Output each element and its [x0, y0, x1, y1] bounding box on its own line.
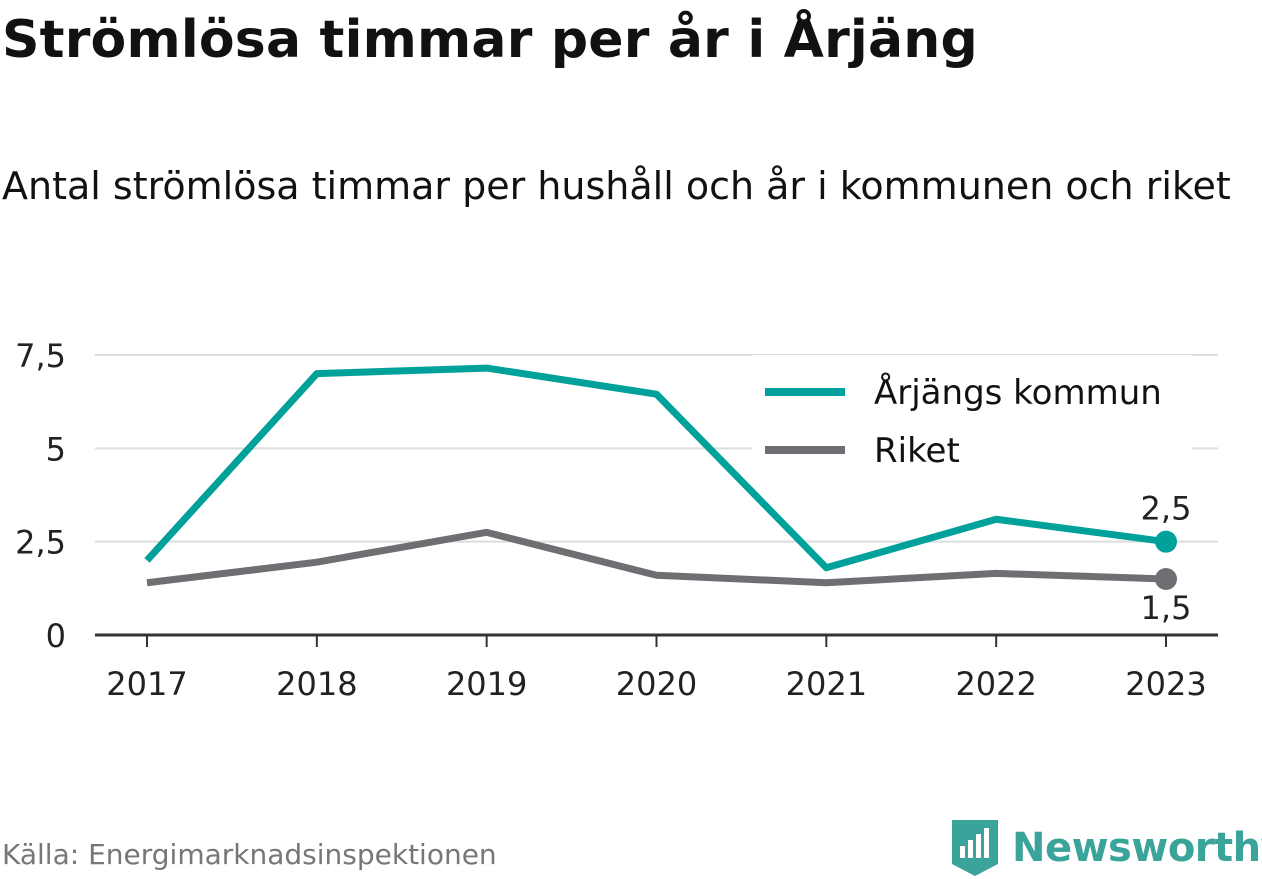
- y-tick-label: 2,5: [15, 524, 66, 562]
- end-value-label: 2,5: [1141, 490, 1192, 528]
- legend-label: Riket: [874, 431, 960, 471]
- chart-subtitle: Antal strömlösa timmar per hushåll och å…: [2, 164, 1231, 208]
- end-point-1: [1155, 530, 1177, 553]
- y-tick-label: 7,5: [15, 337, 66, 375]
- newsworthy-logo-icon: [952, 820, 998, 876]
- x-tick-label: 2018: [276, 665, 357, 703]
- chart-title: Strömlösa timmar per år i Årjäng: [2, 10, 978, 70]
- x-tick-label: 2017: [106, 665, 187, 703]
- legend-label: Årjängs kommun: [874, 372, 1162, 413]
- y-tick-label: 0: [46, 617, 66, 655]
- source-note: Källa: Energimarknadsinspektionen: [2, 838, 497, 871]
- series-line-2: [146, 528, 1167, 587]
- end-point-2: [1155, 568, 1177, 590]
- y-tick-label: 5: [46, 430, 66, 468]
- legend-box: [752, 355, 1192, 475]
- end-value-label: 1,5: [1141, 589, 1192, 627]
- series-line-1: [144, 364, 1167, 572]
- x-tick-label: 2020: [616, 665, 697, 703]
- x-tick-label: 2021: [786, 665, 867, 703]
- brand-name: Newsworthy: [1012, 825, 1262, 871]
- brand-logo: Newsworthy: [950, 818, 1262, 878]
- x-tick-label: 2022: [955, 665, 1036, 703]
- line-chart: 0 2,5 5 7,5 2017 2018 2019 2020 2021 2022 2023 Årjä…: [15, 337, 1218, 703]
- x-tick-label: 2019: [446, 665, 527, 703]
- x-tick-label: 2023: [1125, 665, 1206, 703]
